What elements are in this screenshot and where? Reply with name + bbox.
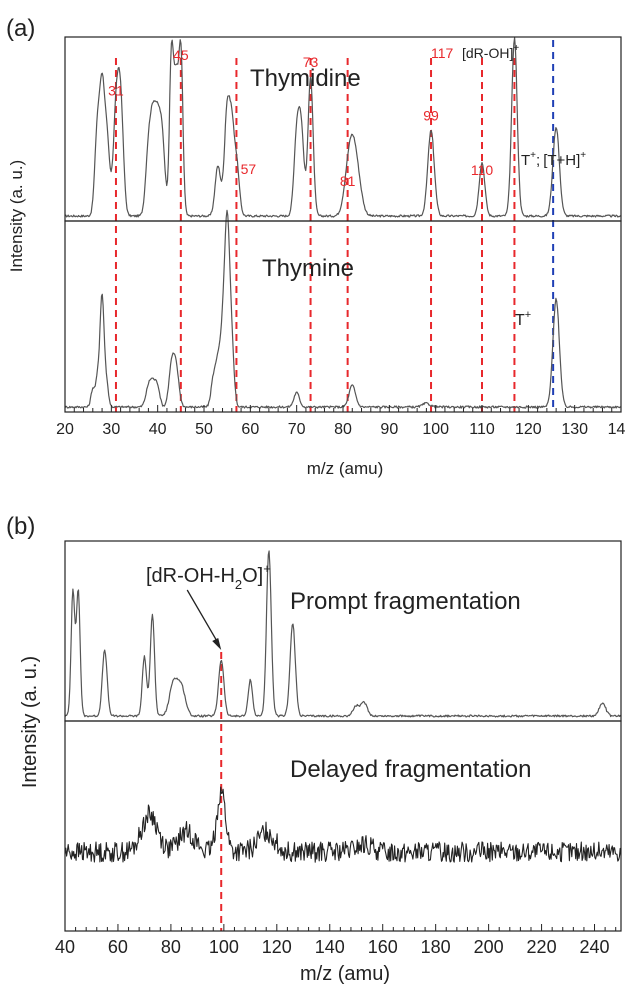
x-tick-label: 220 <box>527 937 557 957</box>
x-tick-label: 80 <box>334 421 352 438</box>
x-tick-label: 20 <box>56 421 74 438</box>
peak-annotation: 99 <box>423 108 439 124</box>
annotation-dr-oh-h2o: [dR-OH-H2O]+ <box>146 561 271 592</box>
series-label-delayed: Delayed fragmentation <box>290 756 531 783</box>
arrow-shaft <box>186 589 220 646</box>
annotation-arrow <box>186 589 222 650</box>
series-line <box>64 37 622 218</box>
x-tick-label: 60 <box>108 937 128 957</box>
x-tick-label: 120 <box>262 937 292 957</box>
spectra <box>64 37 622 409</box>
guide-lines <box>114 40 555 412</box>
x-axis: 20 30 40 50 60 70 80 90 100 110 120 130 140 <box>56 405 626 438</box>
x-tick-label: 90 <box>380 421 398 438</box>
peak-annotation: 110 <box>471 162 494 178</box>
annotation-t-plus: T+ <box>515 309 531 329</box>
x-tick-label: 240 <box>580 937 610 957</box>
x-tick-label: 40 <box>55 937 75 957</box>
annotation-dr-oh: [dR-OH]+ <box>462 43 519 61</box>
x-axis-label: m/z (amu) <box>307 459 384 478</box>
panel-b: (b) Intensity (a. u.) m/z (amu) 40 60 80 10… <box>6 513 622 985</box>
peak-annotation: 81 <box>340 173 356 189</box>
series-line <box>64 786 622 863</box>
series-label-prompt: Prompt fragmentation <box>290 588 521 615</box>
x-tick-label: 40 <box>149 421 167 438</box>
x-tick-label: 30 <box>102 421 120 438</box>
x-tick-label: 180 <box>421 937 451 957</box>
x-tick-label: 50 <box>195 421 213 438</box>
annotation-117: 117 <box>431 45 454 61</box>
peak-annotations: 31 45 57 73 81 99 110 <box>108 47 493 189</box>
peak-annotation: 31 <box>108 83 124 99</box>
x-tick-label: 100 <box>209 937 239 957</box>
series-label-thymidine: Thymidine <box>250 65 361 92</box>
panel-label: (b) <box>6 513 35 540</box>
x-tick-label: 110 <box>469 421 495 438</box>
peak-annotation: 57 <box>241 161 257 177</box>
x-tick-label: 160 <box>368 937 398 957</box>
annotation-t-plus-th: T+; [T+H]+ <box>521 150 586 169</box>
x-tick-label: 140 <box>608 421 626 438</box>
y-axis-label: Intensity (a. u.) <box>7 160 26 272</box>
series-line <box>64 209 622 409</box>
panel-label: (a) <box>6 15 35 42</box>
x-tick-label: 140 <box>315 937 345 957</box>
x-tick-label: 70 <box>288 421 306 438</box>
series-line <box>64 550 622 718</box>
peak-annotation: 73 <box>303 54 319 70</box>
x-tick-label: 80 <box>161 937 181 957</box>
x-tick-label: 120 <box>515 421 542 438</box>
x-tick-label: 130 <box>561 421 588 438</box>
spectra <box>64 550 622 863</box>
x-tick-label: 200 <box>474 937 504 957</box>
peak-annotation: 45 <box>173 47 189 63</box>
x-tick-label: 60 <box>241 421 259 438</box>
y-axis-label: Intensity (a. u.) <box>19 656 41 788</box>
panel-a: (a) Intensity (a. u.) m/z (amu) 20 30 40 50… <box>6 15 626 478</box>
bottom-plot-frame <box>64 720 622 932</box>
x-axis: 40 60 80 100 120 140 160 180 200 220 240 <box>55 924 617 957</box>
arrow-head <box>212 638 222 650</box>
x-axis-label: m/z (amu) <box>300 963 390 985</box>
series-label-thymine: Thymine <box>262 255 354 282</box>
x-tick-label: 100 <box>422 421 449 438</box>
